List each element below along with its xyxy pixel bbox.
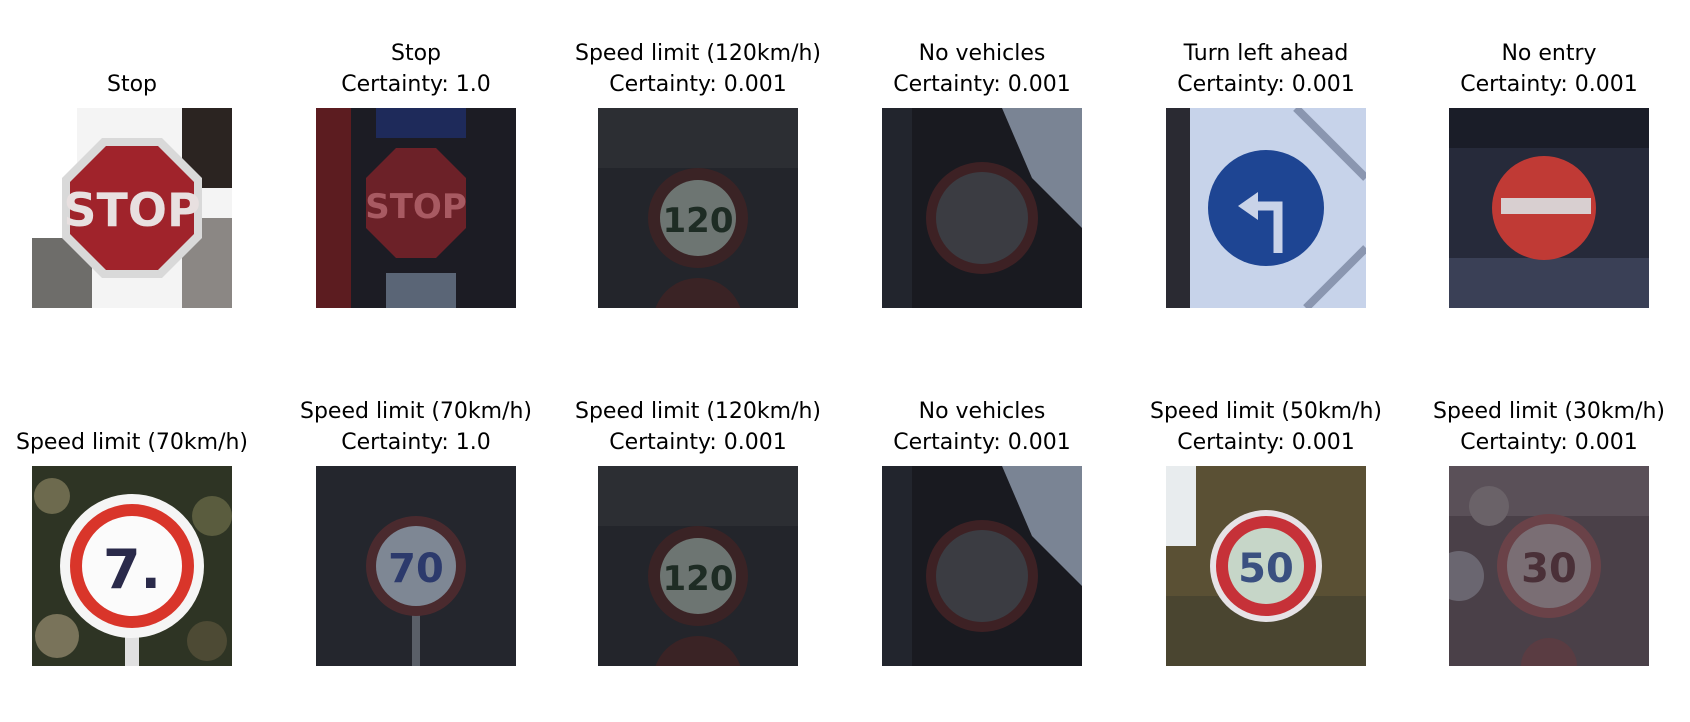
sign-image-no-vehicles xyxy=(882,108,1082,308)
panel-title: No vehicles Certainty: 0.001 xyxy=(802,396,1162,458)
panel-title: No vehicles Certainty: 0.001 xyxy=(802,38,1162,100)
panel-label: Turn left ahead xyxy=(1183,41,1349,66)
sign-image-turn-left xyxy=(1166,108,1366,308)
sign-image-no-vehicles xyxy=(882,466,1082,666)
sign-image-speed-limit: 120 xyxy=(598,466,798,666)
panel-label: Speed limit (70km/h) xyxy=(15,430,249,455)
sign-image-stop: STOP xyxy=(316,108,516,308)
panel-label: Speed limit (70km/h) xyxy=(299,399,533,424)
panel-label: Speed limit (120km/h) xyxy=(574,41,822,66)
panel-certainty: Certainty: 0.001 xyxy=(1460,430,1638,455)
panel-certainty: Certainty: 0.001 xyxy=(609,430,787,455)
panel-title: Speed limit (70km/h) Certainty: 1.0 xyxy=(236,396,596,458)
panel-title: Speed limit (50km/h) Certainty: 0.001 xyxy=(1086,396,1446,458)
panel-label: Speed limit (120km/h) xyxy=(574,399,822,424)
panel-title: No entry Certainty: 0.001 xyxy=(1369,38,1690,100)
sign-image-speed-limit: 7. xyxy=(32,466,232,666)
panel-title: Speed limit (30km/h) Certainty: 0.001 xyxy=(1369,396,1690,458)
panel-label: Stop xyxy=(390,41,441,66)
sign-image-stop: STOP xyxy=(32,108,232,308)
svg-text:120: 120 xyxy=(663,559,734,599)
panel-label: Speed limit (30km/h) xyxy=(1432,399,1666,424)
sign-image-speed-limit: 50 xyxy=(1166,466,1366,666)
panel-title: Stop xyxy=(0,69,312,100)
panel-certainty: Certainty: 0.001 xyxy=(609,72,787,97)
panel-certainty: Certainty: 1.0 xyxy=(341,430,491,455)
panel-label: No vehicles xyxy=(918,41,1046,66)
svg-text:70: 70 xyxy=(388,546,444,592)
sign-image-speed-limit: 70 xyxy=(316,466,516,666)
panel-title: Speed limit (120km/h) Certainty: 0.001 xyxy=(518,396,878,458)
panel-certainty: Certainty: 0.001 xyxy=(1460,72,1638,97)
panel-label: No entry xyxy=(1501,41,1597,66)
sign-image-speed-limit: 120 xyxy=(598,108,798,308)
svg-text:STOP: STOP xyxy=(63,183,200,237)
panel-label: Stop xyxy=(106,72,157,97)
panel-title: Speed limit (70km/h) xyxy=(0,427,312,458)
panel-title: Turn left ahead Certainty: 0.001 xyxy=(1086,38,1446,100)
svg-text:50: 50 xyxy=(1238,546,1294,592)
panel-label: Speed limit (50km/h) xyxy=(1149,399,1383,424)
panel-title: Stop Certainty: 1.0 xyxy=(236,38,596,100)
panel-certainty: Certainty: 0.001 xyxy=(893,72,1071,97)
panel-label: No vehicles xyxy=(918,399,1046,424)
panel-title: Speed limit (120km/h) Certainty: 0.001 xyxy=(518,38,878,100)
svg-text:120: 120 xyxy=(663,201,734,241)
svg-text:7.: 7. xyxy=(103,538,161,601)
svg-text:30: 30 xyxy=(1521,546,1577,592)
svg-text:STOP: STOP xyxy=(365,187,467,227)
panel-certainty: Certainty: 0.001 xyxy=(1177,430,1355,455)
panel-certainty: Certainty: 0.001 xyxy=(893,430,1071,455)
panel-certainty: Certainty: 1.0 xyxy=(341,72,491,97)
sign-image-speed-limit: 30 xyxy=(1449,466,1649,666)
panel-certainty: Certainty: 0.001 xyxy=(1177,72,1355,97)
sign-image-no-entry xyxy=(1449,108,1649,308)
